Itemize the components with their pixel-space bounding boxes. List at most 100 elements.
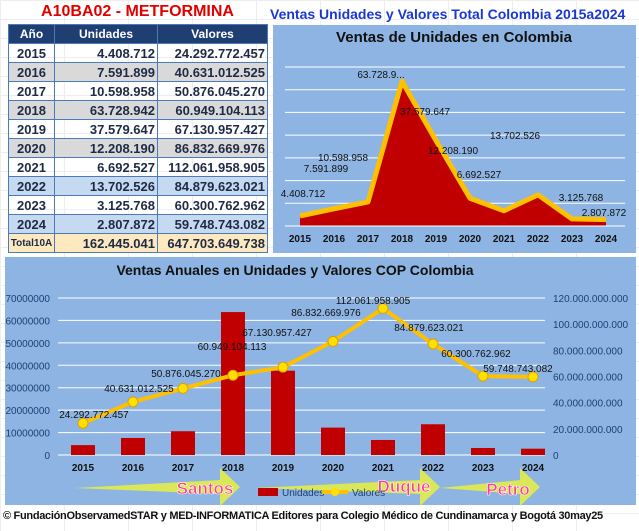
- data-label: 84.879.623.021: [394, 323, 464, 334]
- values-point: [177, 382, 189, 394]
- data-label: 3.125.768: [559, 193, 604, 204]
- units-line: [299, 78, 607, 223]
- x-tick-label: 2018: [222, 463, 245, 474]
- legend-values-label: Valores: [352, 488, 385, 499]
- values-point: [427, 338, 439, 350]
- right-axis-tick: 120.000.000.000: [553, 294, 629, 305]
- values-point: [477, 370, 489, 382]
- left-axis-tick: 40000000: [6, 361, 51, 372]
- cell-units: 3.125.768: [54, 195, 158, 215]
- cell-values: 84.879.623.021: [157, 176, 268, 196]
- data-label: 10.598.958: [318, 153, 368, 164]
- x-tick-label: 2019: [425, 234, 448, 245]
- values-line: [82, 305, 534, 426]
- left-axis-tick: 10000000: [6, 429, 51, 440]
- total-row: Total10A 162.445.041 647.703.649.738: [8, 233, 268, 253]
- data-label: 12.208.190: [428, 146, 478, 157]
- cell-units: 7.591.899: [54, 62, 158, 82]
- x-tick-label: 2024: [595, 234, 618, 245]
- data-label: 86.832.669.976: [291, 308, 361, 319]
- x-tick-label: 2020: [459, 234, 482, 245]
- cell-values: 86.832.669.976: [157, 138, 268, 158]
- x-tick-label: 2023: [472, 463, 495, 474]
- cell-units: 63.728.942: [54, 100, 158, 120]
- right-axis-tick: 40.000.000.000: [553, 399, 623, 410]
- x-tick-label: 2018: [391, 234, 414, 245]
- col-year: Año: [8, 24, 55, 44]
- x-tick-label: 2015: [289, 234, 312, 245]
- x-tick-label: 2017: [357, 234, 380, 245]
- x-tick-label: 2016: [323, 234, 346, 245]
- x-tick-label: 2021: [372, 463, 395, 474]
- table-row: 2017 10.598.958 50.876.045.270: [8, 81, 268, 101]
- data-label: 59.748.743.082: [483, 364, 553, 375]
- data-label: 6.692.527: [457, 170, 502, 181]
- cell-year: 2021: [8, 157, 55, 177]
- cell-units: 12.208.190: [54, 138, 158, 158]
- cell-year: 2016: [8, 62, 55, 82]
- values-point: [227, 369, 239, 381]
- units-bar: [521, 448, 545, 455]
- units-bar: [171, 431, 195, 455]
- units-bar: [321, 427, 345, 455]
- right-axis-tick: 80.000.000.000: [553, 346, 623, 357]
- data-label: 112.061.958.905: [336, 296, 411, 307]
- president-label: Duque: [378, 477, 431, 496]
- values-point: [527, 371, 539, 383]
- cell-values: 50.876.045.270: [157, 81, 268, 101]
- cell-values: 60.300.762.962: [157, 195, 268, 215]
- table-row: 2020 12.208.190 86.832.669.976: [8, 138, 268, 158]
- units-bar: [421, 424, 445, 455]
- values-point: [77, 417, 89, 429]
- table-row: 2016 7.591.899 40.631.012.525: [8, 62, 268, 82]
- values-point: [327, 335, 339, 347]
- data-label: 4.408.712: [281, 189, 326, 200]
- left-axis-tick: 70000000: [6, 294, 51, 305]
- left-axis-tick: 60000000: [6, 316, 51, 327]
- area-chart-title: Ventas de Unidades en Colombia: [336, 29, 573, 46]
- x-tick-label: 2023: [561, 234, 584, 245]
- x-tick-label: 2017: [172, 463, 195, 474]
- x-tick-label: 2022: [422, 463, 445, 474]
- president-label: Petro: [486, 480, 529, 499]
- cell-year: 2024: [8, 214, 55, 234]
- legend-units-label: Unidades: [282, 488, 324, 499]
- units-bar: [371, 439, 395, 455]
- units-bar: [221, 312, 245, 455]
- cell-values: 40.631.012.525: [157, 62, 268, 82]
- units-bar: [121, 437, 145, 455]
- cell-values: 24.292.772.457: [157, 43, 268, 63]
- cell-values: 67.130.957.427: [157, 119, 268, 139]
- right-axis-tick: 60.000.000.000: [553, 373, 623, 384]
- values-point: [377, 302, 389, 314]
- data-label: 63.728.9...: [357, 70, 404, 81]
- total-label: Total10A: [8, 233, 55, 253]
- data-label: 60.949.104.113: [198, 342, 267, 353]
- left-axis-tick: 30000000: [6, 384, 51, 395]
- legend-values-marker: [331, 488, 339, 496]
- table-row: 2021 6.692.527 112.061.958.905: [8, 157, 268, 177]
- report-title: Ventas Unidades y Valores Total Colombia…: [270, 6, 626, 22]
- left-axis-tick: 20000000: [6, 406, 51, 417]
- total-values: 647.703.649.738: [157, 233, 268, 253]
- table-row: 2023 3.125.768 60.300.762.962: [8, 195, 268, 215]
- data-label: 2.807.872: [582, 208, 627, 219]
- data-label: 13.702.526: [490, 131, 540, 142]
- cell-year: 2020: [8, 138, 55, 158]
- data-label: 37.579.647: [400, 107, 450, 118]
- values-point: [127, 396, 139, 408]
- x-tick-label: 2024: [522, 463, 545, 474]
- data-label: 50.876.045.270: [151, 369, 221, 380]
- legend-units-swatch: [258, 488, 278, 496]
- x-tick-label: 2022: [527, 234, 550, 245]
- table-row: 2015 4.408.712 24.292.772.457: [8, 43, 268, 63]
- data-label: 40.631.012.525: [104, 384, 174, 395]
- data-label: 60.300.762.962: [441, 349, 511, 360]
- sales-table: Año Unidades Valores 2015 4.408.712 24.292…: [8, 24, 268, 253]
- cell-units: 6.692.527: [54, 157, 158, 177]
- x-tick-label: 2019: [272, 463, 295, 474]
- left-axis-tick: 50000000: [6, 339, 51, 350]
- units-bar: [271, 370, 295, 455]
- data-label: 7.591.899: [304, 164, 349, 175]
- x-tick-label: 2015: [72, 463, 95, 474]
